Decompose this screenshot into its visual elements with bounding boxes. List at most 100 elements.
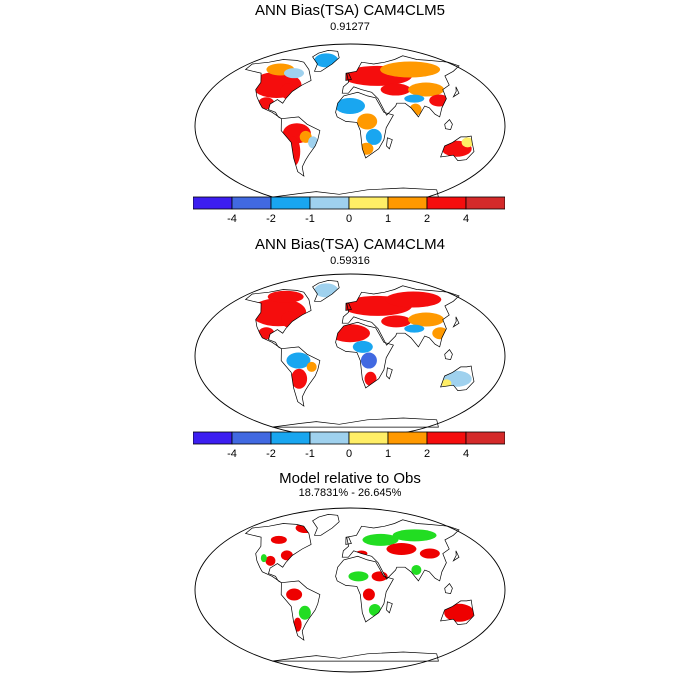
- bias-region: [408, 312, 445, 327]
- coastline-greenland: [312, 514, 340, 536]
- bias-region: [404, 94, 425, 103]
- panel-3-subtitle: 18.7831% - 26.645%: [298, 487, 402, 499]
- bias-map-cam4clm5: [194, 43, 506, 209]
- colorbar-swatch: [465, 431, 505, 445]
- coastline-samerica: [280, 116, 321, 177]
- bias-region: [381, 315, 412, 328]
- colorbar-tick-label: -4: [227, 448, 237, 460]
- colorbar-tick-label: -4: [227, 213, 237, 225]
- coastline-japan: [452, 316, 460, 328]
- map-background: [195, 44, 505, 208]
- colorbar-swatch: [426, 196, 467, 210]
- coastline-eurasia: [341, 55, 460, 118]
- coastline-australia: [440, 135, 475, 161]
- bias-region: [260, 554, 267, 563]
- colorbar-swatch: [270, 196, 311, 210]
- bias-field: [250, 283, 472, 389]
- coastline-antarctic: [271, 417, 439, 428]
- bias-region: [352, 340, 373, 353]
- coastline-greenland: [312, 280, 340, 302]
- bias-region: [348, 571, 369, 582]
- coastline-madagascar: [386, 601, 393, 614]
- bias-region: [357, 113, 378, 130]
- bias-region: [404, 324, 425, 333]
- coastline-antarctic: [271, 651, 439, 662]
- colorbar-tick-label: -2: [266, 213, 276, 225]
- map-background: [195, 274, 505, 438]
- bias-region: [284, 68, 305, 79]
- coastline-uk: [345, 72, 352, 81]
- bias-region: [461, 137, 474, 148]
- coastline-namerica: [244, 523, 312, 584]
- bias-region: [270, 535, 287, 544]
- colorbar-1: -4 -2 -1 0 1 2 4: [193, 196, 505, 225]
- coastline-eurasia: [341, 285, 460, 348]
- bias-region: [306, 361, 317, 372]
- colorbar-swatch: [309, 196, 350, 210]
- coastline-greenland: [312, 50, 340, 72]
- coastline-japan: [452, 86, 460, 98]
- colorbar-swatch: [348, 196, 389, 210]
- bias-region: [444, 603, 474, 622]
- coastline-madagascar: [386, 367, 393, 380]
- bias-region: [380, 61, 441, 78]
- colorbar-swatch: [270, 431, 311, 445]
- bias-region: [411, 564, 422, 575]
- colorbar-tick-label: -2: [266, 448, 276, 460]
- colorbar-tick-label: 0: [346, 213, 352, 225]
- bias-field: [260, 523, 474, 632]
- colorbar-swatch: [231, 431, 272, 445]
- panel-3-title: Model relative to Obs: [279, 470, 421, 487]
- colorbar-tick-label: 2: [424, 213, 430, 225]
- colorbar-tick-label: -1: [305, 448, 315, 460]
- bias-region: [441, 379, 452, 388]
- coastline-samerica: [280, 346, 321, 407]
- colorbar-tick-label: 0: [346, 448, 352, 460]
- panel-1-subtitle: 0.91277: [330, 21, 370, 33]
- coastline-africa: [335, 91, 394, 159]
- coastline-borneo: [444, 119, 453, 130]
- coastline-borneo: [444, 349, 453, 360]
- map-background: [195, 508, 505, 672]
- colorbar-swatch: [348, 431, 389, 445]
- coastline-samerica: [280, 580, 321, 641]
- bias-region: [291, 368, 308, 389]
- panel-2-title: ANN Bias(TSA) CAM4CLM4: [254, 236, 446, 253]
- bias-region: [362, 588, 375, 601]
- bias-region: [286, 352, 311, 369]
- colorbar-tick-label: 4: [463, 213, 469, 225]
- bias-region: [360, 352, 377, 369]
- coastline-japan: [452, 550, 460, 562]
- bias-region: [298, 605, 311, 620]
- bias-region: [385, 291, 442, 308]
- coastline-uk: [345, 302, 352, 311]
- colorbar-tick-label: 1: [385, 448, 391, 460]
- map-border: [194, 507, 506, 673]
- colorbar-swatch: [387, 431, 428, 445]
- colorbar-swatch: [231, 196, 272, 210]
- bias-region: [267, 290, 304, 303]
- colorbar-2: -4 -2 -1 0 1 2 4: [193, 431, 505, 460]
- colorbar-swatch: [465, 196, 505, 210]
- bias-region: [286, 588, 303, 601]
- colorbar-swatch: [193, 196, 233, 210]
- coastline-namerica: [244, 289, 312, 350]
- colorbar-swatch: [309, 431, 350, 445]
- coastline-uk: [345, 536, 352, 545]
- coastline-australia: [440, 599, 475, 625]
- model-relative-to-obs-map: [194, 507, 506, 673]
- colorbar-tick-label: 2: [424, 448, 430, 460]
- colorbar-tick-label: 1: [385, 213, 391, 225]
- panel-1-title: ANN Bias(TSA) CAM4CLM5: [254, 2, 446, 19]
- coastline-antarctic: [271, 187, 439, 198]
- bias-region: [365, 128, 382, 145]
- colorbar-swatch: [193, 431, 233, 445]
- coastline-borneo: [444, 583, 453, 594]
- colorbar-tick-label: 4: [463, 448, 469, 460]
- bias-map-cam4clm4: [194, 273, 506, 439]
- colorbar-swatch: [387, 196, 428, 210]
- bias-region: [265, 555, 276, 566]
- bias-region: [392, 529, 437, 542]
- bias-region: [335, 97, 365, 114]
- coastline-eurasia: [341, 519, 460, 582]
